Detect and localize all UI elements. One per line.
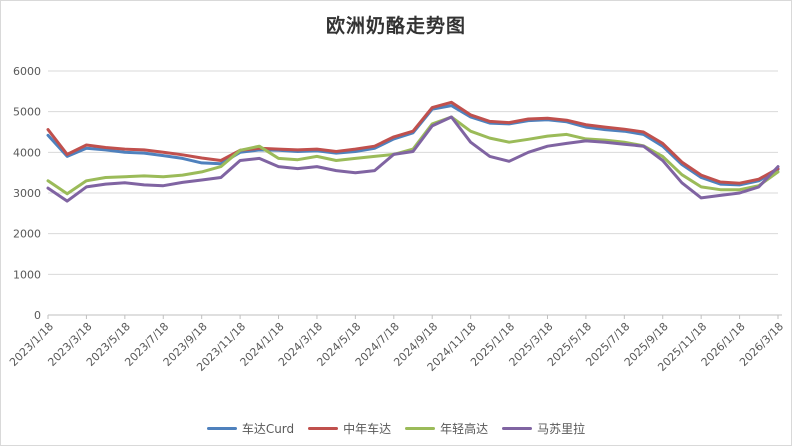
y-axis-label: 3000 bbox=[13, 187, 41, 200]
legend-swatch bbox=[502, 427, 533, 430]
series-line-中年车达 bbox=[46, 100, 780, 185]
legend-swatch bbox=[308, 427, 339, 430]
y-axis-label: 6000 bbox=[13, 65, 41, 78]
legend-label: 年轻高达 bbox=[440, 422, 489, 436]
legend-item: 车达Curd bbox=[206, 420, 295, 437]
y-axis-label: 4000 bbox=[13, 146, 41, 159]
y-axis-label: 2000 bbox=[13, 228, 41, 241]
series-line-车达Curd bbox=[46, 104, 780, 187]
y-axis-label: 5000 bbox=[13, 106, 41, 119]
y-axis-label: 0 bbox=[34, 309, 41, 322]
legend-item: 马苏里拉 bbox=[502, 420, 585, 437]
legend-label: 车达Curd bbox=[241, 422, 295, 436]
legend-swatch bbox=[405, 427, 436, 430]
legend-label: 马苏里拉 bbox=[537, 422, 586, 436]
legend-swatch bbox=[206, 427, 237, 430]
y-axis-label: 1000 bbox=[13, 268, 41, 281]
legend-label: 中年车达 bbox=[343, 422, 392, 436]
chart-title: 欧洲奶酪走势图 bbox=[325, 15, 466, 37]
legend-item: 年轻高达 bbox=[405, 420, 488, 437]
series-line-马苏里拉 bbox=[46, 115, 780, 203]
legend-item: 中年车达 bbox=[308, 420, 391, 437]
chart-legend: 车达Curd 中年车达 年轻高达 马苏里拉 bbox=[1, 420, 791, 437]
